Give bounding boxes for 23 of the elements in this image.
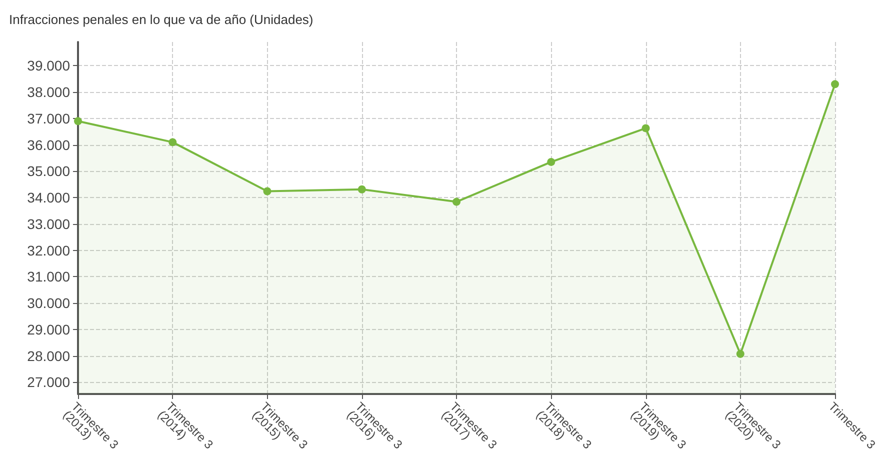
point xyxy=(642,124,650,132)
y-tick-label: 37.000 xyxy=(27,110,70,126)
chart-title: Infracciones penales en lo que va de año (Unidades) xyxy=(9,12,314,27)
point xyxy=(736,350,744,358)
point xyxy=(547,158,556,166)
point xyxy=(168,138,177,146)
point xyxy=(74,117,82,126)
y-tick-label: 30.000 xyxy=(27,295,70,312)
point xyxy=(263,187,272,196)
y-tick-label: 38.000 xyxy=(27,84,70,100)
y-tick-label: 33.000 xyxy=(27,216,70,232)
y-tick-label: 28.000 xyxy=(27,348,70,364)
point xyxy=(452,198,460,206)
y-tick-label: 34.000 xyxy=(27,190,70,206)
y-tick-label: 36.000 xyxy=(27,136,70,153)
point xyxy=(831,80,839,88)
y-tick-label: 32.000 xyxy=(27,242,70,258)
y-tick-label: 31.000 xyxy=(27,268,70,285)
point xyxy=(358,185,366,194)
y-tick-label: 29.000 xyxy=(27,321,70,338)
y-tick-label: 39.000 xyxy=(27,58,70,74)
y-tick-label: 35.000 xyxy=(27,163,70,180)
y-tick-label: 27.000 xyxy=(27,374,70,390)
